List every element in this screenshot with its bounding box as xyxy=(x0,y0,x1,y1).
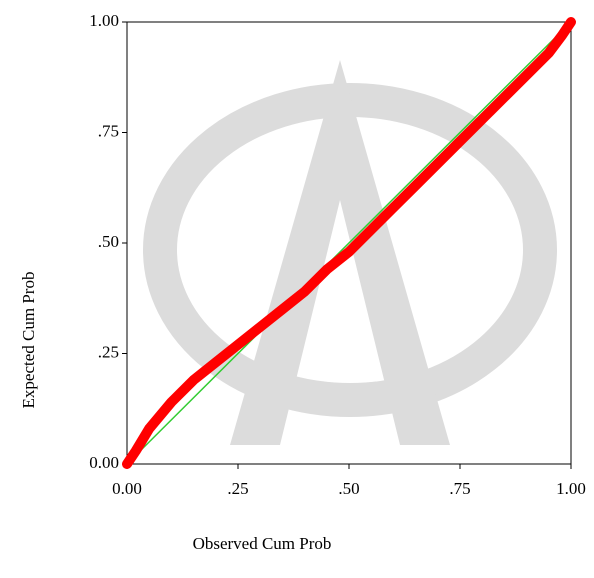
watermark-a xyxy=(230,60,450,445)
x-tick-label: .25 xyxy=(227,479,248,498)
y-axis-label: Expected Cum Prob xyxy=(19,272,38,409)
y-tick-label: .50 xyxy=(98,232,119,251)
y-tick-label: 1.00 xyxy=(89,11,119,30)
x-axis-label: Observed Cum Prob xyxy=(193,534,332,553)
x-tick-label: 0.00 xyxy=(112,479,142,498)
x-tick-label: 1.00 xyxy=(556,479,586,498)
y-tick-label: 0.00 xyxy=(89,453,119,472)
x-tick-label: .50 xyxy=(338,479,359,498)
reference-line xyxy=(126,21,572,465)
y-tick-label: .75 xyxy=(98,121,119,140)
y-tick-label: .25 xyxy=(98,342,119,361)
x-tick-label: .75 xyxy=(449,479,470,498)
data-line xyxy=(122,17,576,469)
watermark xyxy=(143,60,557,445)
